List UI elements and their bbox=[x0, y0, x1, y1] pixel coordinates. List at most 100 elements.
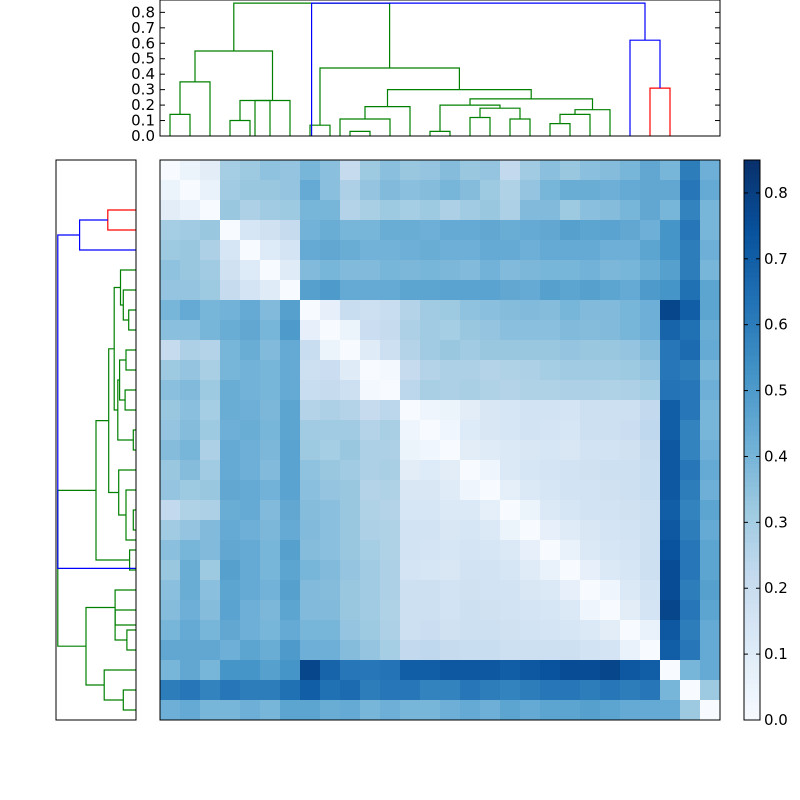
heatmap-cell bbox=[180, 160, 201, 181]
colorbar-segment bbox=[744, 346, 760, 352]
heatmap-cell bbox=[300, 160, 321, 181]
heatmap-cell bbox=[200, 360, 221, 381]
heatmap-cell bbox=[380, 400, 401, 421]
heatmap-cell bbox=[540, 440, 561, 461]
heatmap-cell bbox=[260, 640, 281, 661]
heatmap-cell bbox=[340, 540, 361, 561]
heatmap-cell bbox=[320, 520, 341, 541]
heatmap-cell bbox=[340, 620, 361, 641]
heatmap-cell bbox=[200, 240, 221, 261]
heatmap-cell bbox=[440, 640, 461, 661]
heatmap-cell bbox=[460, 240, 481, 261]
heatmap-cell bbox=[160, 700, 181, 721]
heatmap-cell bbox=[460, 600, 481, 621]
heatmap-cell bbox=[180, 240, 201, 261]
heatmap-cell bbox=[420, 320, 441, 341]
heatmap-cell bbox=[560, 540, 581, 561]
heatmap-cell bbox=[280, 660, 301, 681]
heatmap-cell bbox=[260, 520, 281, 541]
heatmap-cell bbox=[540, 540, 561, 561]
heatmap-cell bbox=[360, 380, 381, 401]
heatmap-cell bbox=[680, 560, 701, 581]
heatmap-cell bbox=[580, 460, 601, 481]
heatmap-cell bbox=[160, 200, 181, 221]
heatmap-cell bbox=[560, 640, 581, 661]
heatmap-cell bbox=[540, 500, 561, 521]
heatmap-cell bbox=[220, 500, 241, 521]
heatmap-cell bbox=[340, 440, 361, 461]
heatmap-cell bbox=[240, 480, 261, 501]
heatmap-cell bbox=[220, 180, 241, 201]
heatmap-cell bbox=[460, 420, 481, 441]
heatmap-cell bbox=[560, 260, 581, 281]
heatmap-cell bbox=[620, 300, 641, 321]
heatmap-cell bbox=[660, 380, 681, 401]
heatmap-cell bbox=[640, 620, 661, 641]
heatmap-cell bbox=[160, 620, 181, 641]
heatmap-cell bbox=[520, 500, 541, 521]
heatmap-cell bbox=[660, 160, 681, 181]
heatmap-cell bbox=[300, 440, 321, 461]
heatmap-cell bbox=[300, 500, 321, 521]
heatmap-cell bbox=[560, 200, 581, 221]
colorbar-segment bbox=[744, 458, 760, 464]
heatmap-cell bbox=[600, 480, 621, 501]
heatmap-cell bbox=[540, 200, 561, 221]
colorbar-segment bbox=[744, 701, 760, 707]
heatmap-cell bbox=[480, 260, 501, 281]
colorbar-segment bbox=[744, 258, 760, 264]
heatmap-cell bbox=[260, 180, 281, 201]
heatmap-cell bbox=[160, 240, 181, 261]
heatmap-cell bbox=[660, 300, 681, 321]
heatmap-cell bbox=[600, 180, 621, 201]
heatmap-cell bbox=[620, 700, 641, 721]
heatmap-cell bbox=[700, 240, 721, 261]
heatmap-cell bbox=[280, 200, 301, 221]
heatmap-cell bbox=[600, 520, 621, 541]
heatmap-cell bbox=[300, 680, 321, 701]
heatmap-cell bbox=[380, 320, 401, 341]
dendrogram-link bbox=[364, 106, 411, 136]
dendrogram-link bbox=[549, 123, 571, 136]
heatmap-cell bbox=[560, 220, 581, 241]
colorbar-segment bbox=[744, 477, 760, 483]
heatmap-cell bbox=[640, 340, 661, 361]
heatmap-cell bbox=[480, 220, 501, 241]
heatmap-cell bbox=[300, 240, 321, 261]
heatmap-cell bbox=[600, 660, 621, 681]
heatmap-cell bbox=[640, 700, 661, 721]
heatmap-cell bbox=[500, 320, 521, 341]
heatmap-cell bbox=[200, 420, 221, 441]
left-dendrogram-frame bbox=[55, 159, 137, 721]
heatmap-cell bbox=[240, 280, 261, 301]
colorbar-segment bbox=[744, 220, 760, 226]
dendrogram-link bbox=[386, 89, 532, 107]
heatmap-cell bbox=[420, 240, 441, 261]
heatmap-cell bbox=[540, 640, 561, 661]
heatmap-cell bbox=[660, 340, 681, 361]
heatmap-cell bbox=[480, 300, 501, 321]
heatmap-cell bbox=[480, 360, 501, 381]
heatmap-cell bbox=[600, 200, 621, 221]
heatmap-cell bbox=[280, 360, 301, 381]
heatmap-cell bbox=[260, 420, 281, 441]
heatmap-cell bbox=[560, 240, 581, 261]
heatmap-cell bbox=[340, 580, 361, 601]
heatmap-cell bbox=[160, 580, 181, 601]
heatmap-cell bbox=[240, 360, 261, 381]
heatmap-cell bbox=[480, 400, 501, 421]
colorbar-segment bbox=[744, 696, 760, 702]
heatmap-cell bbox=[240, 180, 261, 201]
heatmap bbox=[159, 159, 721, 721]
colorbar-segment bbox=[744, 426, 760, 432]
heatmap-cell bbox=[440, 440, 461, 461]
colorbar-segment bbox=[744, 491, 760, 497]
dendrogram-link bbox=[103, 669, 136, 701]
dendrogram-link bbox=[125, 489, 136, 541]
heatmap-cell bbox=[520, 280, 541, 301]
colorbar-segment bbox=[744, 552, 760, 558]
heatmap-cell bbox=[640, 460, 661, 481]
heatmap-cell bbox=[340, 180, 361, 201]
heatmap-cell bbox=[620, 440, 641, 461]
heatmap-cell bbox=[640, 540, 661, 561]
